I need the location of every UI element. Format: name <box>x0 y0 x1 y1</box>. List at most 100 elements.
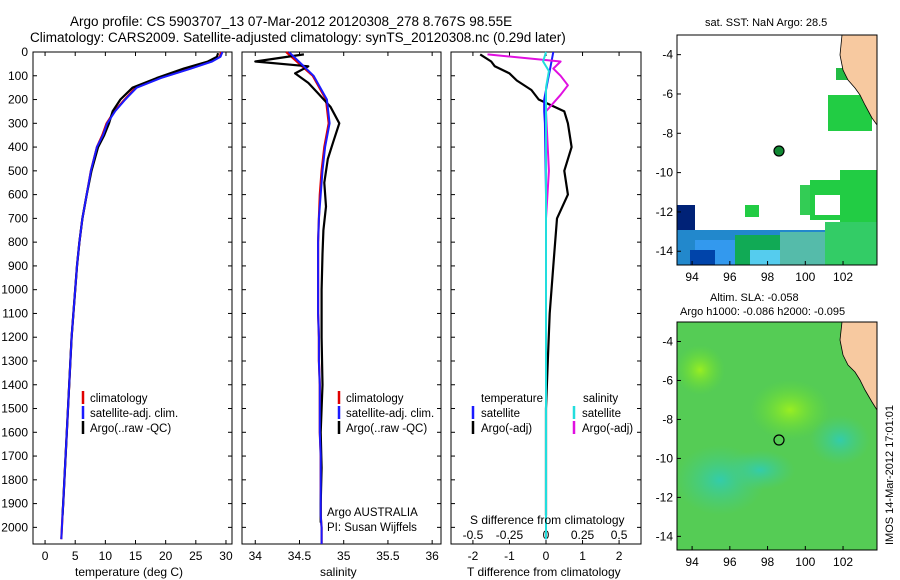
series-line <box>542 51 550 540</box>
legend-label-satellite: satellite-adj. clim. <box>346 408 434 420</box>
sla-argo-marker <box>773 434 785 446</box>
map-y-tick-label: -8 <box>662 126 673 140</box>
difference-top-xlabel: S difference from climatology <box>470 513 625 527</box>
map-x-tick-label: 98 <box>761 270 775 284</box>
depth-tick-label: 0 <box>21 45 28 59</box>
depth-tick-label: 1200 <box>1 330 28 344</box>
sst-cell <box>690 250 715 265</box>
x-tick-label: 2 <box>616 549 623 563</box>
map-x-tick-label: 102 <box>833 270 853 284</box>
legend-head-salinity: salinity <box>583 393 618 405</box>
map-x-tick-label: 94 <box>685 270 699 284</box>
s-diff-tick-label: -0.5 <box>463 528 484 542</box>
depth-tick-label: 800 <box>8 235 28 249</box>
imos-stamp: IMOS 14-Mar-2012 17:01:01 <box>884 405 896 545</box>
sla-map-title2: Argo h1000: -0.086 h2000: -0.095 <box>680 306 845 318</box>
x-tick-label: 35 <box>337 549 351 563</box>
sst-map <box>676 34 878 266</box>
sla-map-title1: Altim. SLA: -0.058 <box>710 292 799 304</box>
legend-head-temperature: temperature <box>481 393 543 405</box>
legend-label-argo: Argo(..raw -QC) <box>90 423 171 435</box>
x-tick-label: 34.5 <box>288 549 312 563</box>
map-y-tick-label: -12 <box>656 205 674 219</box>
sla-map <box>675 321 878 551</box>
sst-cells <box>677 68 877 265</box>
x-tick-label: 10 <box>99 549 113 563</box>
legend-label-t-satellite: satellite <box>481 408 520 420</box>
sla-map-ticks: 94 96 98 100 102 -4 -6 -8 -10 -12 -14 <box>656 334 854 569</box>
depth-tick-label: 1400 <box>1 378 28 392</box>
x-tick-label: 20 <box>159 549 173 563</box>
map-x-tick-label: 94 <box>685 555 699 569</box>
map-y-tick-label: -10 <box>656 166 674 180</box>
sst-cell <box>750 250 780 265</box>
sla-high-patch <box>750 380 830 440</box>
argo-country-annotation: Argo AUSTRALIA <box>327 507 418 519</box>
difference-series <box>479 51 573 540</box>
s-diff-tick-label: 0.25 <box>571 528 595 542</box>
map-y-tick-label: -4 <box>662 334 673 348</box>
temperature-xlabel: temperature (deg C) <box>75 565 183 579</box>
series-line <box>60 51 224 540</box>
depth-tick-label: 400 <box>8 140 28 154</box>
series-line <box>254 53 341 523</box>
sst-map-ticks: 94 96 98 100 102 -4 -6 -8 -10 -12 -14 <box>656 48 854 284</box>
map-x-tick-label: 96 <box>723 270 737 284</box>
map-y-tick-label: -8 <box>662 412 673 426</box>
argo-pi-annotation: PI: Susan Wijffels <box>327 522 417 534</box>
map-y-tick-label: -14 <box>656 529 674 543</box>
x-tick-label: 30 <box>219 549 233 563</box>
map-x-tick-label: 102 <box>833 555 853 569</box>
x-tick-label: 35.5 <box>376 549 400 563</box>
legend-label-climatology: climatology <box>346 393 404 405</box>
sst-map-title: sat. SST: NaN Argo: 28.5 <box>705 17 827 29</box>
legend-label-argo: Argo(..raw -QC) <box>346 423 427 435</box>
x-tick-label: 0 <box>543 549 550 563</box>
map-y-tick-label: -4 <box>662 48 673 62</box>
legend-label-s-satellite: satellite <box>582 408 621 420</box>
depth-tick-label: 1900 <box>1 497 28 511</box>
sst-cell <box>745 205 759 217</box>
map-x-tick-label: 98 <box>761 555 775 569</box>
depth-tick-label: 1700 <box>1 449 28 463</box>
sst-cell <box>780 232 825 265</box>
sst-gap <box>815 195 840 215</box>
sla-high-patch-2 <box>675 345 725 395</box>
salinity-legend: climatology satellite-adj. clim. Argo(..… <box>327 391 434 534</box>
x-tick-label: 25 <box>189 549 203 563</box>
series-line <box>479 53 573 516</box>
depth-tick-label: 1300 <box>1 354 28 368</box>
sst-cell <box>677 205 695 235</box>
legend-label-s-argo: Argo(-adj) <box>582 423 633 435</box>
temperature-series <box>60 51 224 540</box>
legend-label-satellite: satellite-adj. clim. <box>90 408 178 420</box>
x-tick-label: 1 <box>579 549 586 563</box>
depth-tick-label: 200 <box>8 93 28 107</box>
map-y-tick-label: -14 <box>656 244 674 258</box>
legend-label-t-argo: Argo(-adj) <box>481 423 532 435</box>
depth-tick-label: 300 <box>8 116 28 130</box>
title-line1: Argo profile: CS 5903707_13 07-Mar-2012 … <box>70 14 512 29</box>
salinity-ticks: 34 34.5 35 35.5 36 <box>242 51 441 563</box>
depth-tick-label: 900 <box>8 259 28 273</box>
depth-tick-label: 1800 <box>1 473 28 487</box>
x-tick-label: 5 <box>72 549 79 563</box>
series-line <box>288 51 331 544</box>
s-diff-tick-label: 0.5 <box>611 528 628 542</box>
sla-low-patch-2 <box>810 415 870 465</box>
depth-tick-label: 2000 <box>1 520 28 534</box>
depth-tick-label: 1000 <box>1 283 28 297</box>
temperature-legend: climatology satellite-adj. clim. Argo(..… <box>81 391 178 435</box>
x-tick-label: 36 <box>425 549 439 563</box>
difference-xlabel: T difference from climatology <box>467 565 621 579</box>
sst-cell <box>840 170 877 230</box>
depth-tick-label: 1500 <box>1 402 28 416</box>
sst-cell <box>825 222 877 265</box>
salinity-series <box>254 51 341 544</box>
map-x-tick-label: 96 <box>723 555 737 569</box>
depth-tick-labels: 0 100 200 300 400 500 600 700 800 900 1000 1100 1200… <box>1 45 28 534</box>
map-x-tick-label: 100 <box>795 555 815 569</box>
depth-tick-label: 600 <box>8 188 28 202</box>
depth-tick-label: 500 <box>8 164 28 178</box>
